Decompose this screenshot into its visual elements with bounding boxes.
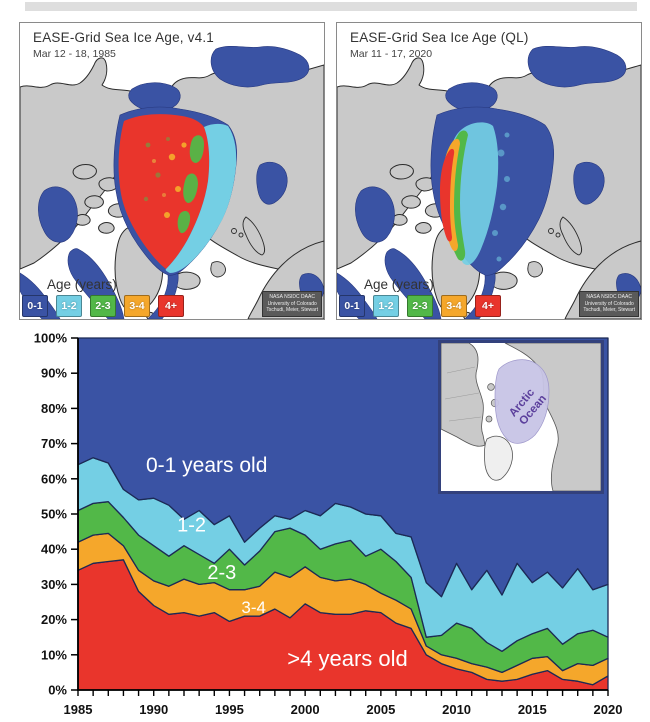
legend-swatch-3-4: 3-4 xyxy=(124,295,150,317)
credit-line: University of Colorado xyxy=(584,300,634,307)
legend-swatch-3-4: 3-4 xyxy=(441,295,467,317)
inset-border-lines xyxy=(444,366,482,422)
ice-age-stacked-chart: 0% 10% 20% 30% 40% 50% 60% 70% 80% 90% 100% 1985 199… xyxy=(0,330,650,722)
credit-line: NASA NSIDC DAAC xyxy=(269,293,315,300)
area-label: 0-1 years old xyxy=(146,454,267,477)
credit-line: Tschudi, Meier, Stewart xyxy=(583,307,635,314)
age-legend-title: Age (years) xyxy=(47,277,117,292)
age-legend: 0-1 1-2 2-3 3-4 4+ xyxy=(22,295,184,317)
x-axis-tick-label: 1990 xyxy=(139,702,168,717)
x-axis-tick-label: 2010 xyxy=(442,702,471,717)
legend-swatch-4+: 4+ xyxy=(158,295,184,317)
x-axis-tick-label: 2000 xyxy=(291,702,320,717)
credit-box: NASA NSIDC DAAC University of Colorado Tsc… xyxy=(579,290,639,317)
inset-map-svg: Arctic Ocean xyxy=(441,343,601,491)
map-title: EASE-Grid Sea Ice Age, v4.1 xyxy=(33,30,214,45)
credit-line: NASA NSIDC DAAC xyxy=(586,293,632,300)
y-axis-tick-label: 30% xyxy=(41,577,67,592)
y-axis-tick-label: 0% xyxy=(48,683,67,698)
credit-box: NASA NSIDC DAAC University of Colorado Tsc… xyxy=(262,290,322,317)
age-legend: 0-1 1-2 2-3 3-4 4+ xyxy=(339,295,501,317)
legend-swatch-0-1: 0-1 xyxy=(22,295,48,317)
map-panel-2020: EASE-Grid Sea Ice Age (QL) Mar 11 - 17, … xyxy=(336,22,642,320)
area-label: 2-3 xyxy=(207,562,236,584)
y-axis-tick-label: 10% xyxy=(41,647,67,662)
sea-ice-map-1985 xyxy=(20,23,324,319)
map-date-range: Mar 12 - 18, 1985 xyxy=(33,48,116,60)
y-axis-tick-label: 50% xyxy=(41,507,67,522)
x-axis-tick-label: 2005 xyxy=(366,702,395,717)
area-label: >4 years old xyxy=(287,646,407,671)
x-axis-tick-label: 1995 xyxy=(215,702,244,717)
y-axis-tick-label: 40% xyxy=(41,542,67,557)
y-axis-tick-label: 90% xyxy=(41,366,67,381)
x-axis-tick-label: 1985 xyxy=(64,702,93,717)
legend-swatch-0-1: 0-1 xyxy=(339,295,365,317)
credit-line: University of Colorado xyxy=(267,300,317,307)
sea-ice-map-2020 xyxy=(337,23,641,319)
map-title: EASE-Grid Sea Ice Age (QL) xyxy=(350,30,529,45)
legend-swatch-1-2: 1-2 xyxy=(56,295,82,317)
area-label: 1-2 xyxy=(177,515,206,537)
y-axis-tick-label: 60% xyxy=(41,471,67,486)
x-axis-tick-label: 2015 xyxy=(518,702,547,717)
map-panel-1985: EASE-Grid Sea Ice Age, v4.1 Mar 12 - 18,… xyxy=(19,22,325,320)
legend-swatch-4+: 4+ xyxy=(475,295,501,317)
y-axis-tick-label: 80% xyxy=(41,401,67,416)
inset-map: Arctic Ocean xyxy=(438,340,604,494)
credit-line: Tschudi, Meier, Stewart xyxy=(266,307,318,314)
legend-swatch-1-2: 1-2 xyxy=(373,295,399,317)
legend-swatch-2-3: 2-3 xyxy=(407,295,433,317)
inset-greenland xyxy=(484,435,513,481)
map-date-range: Mar 11 - 17, 2020 xyxy=(350,48,433,60)
age-legend-title: Age (years) xyxy=(364,277,434,292)
y-axis-tick-label: 100% xyxy=(34,331,68,346)
y-axis-tick-label: 70% xyxy=(41,436,67,451)
area-label: 3-4 xyxy=(241,598,266,617)
arctic-ocean-region xyxy=(494,359,550,444)
x-axis-tick-label: 2020 xyxy=(594,702,623,717)
top-gray-strip xyxy=(25,2,637,11)
y-axis-tick-label: 20% xyxy=(41,612,67,627)
legend-swatch-2-3: 2-3 xyxy=(90,295,116,317)
